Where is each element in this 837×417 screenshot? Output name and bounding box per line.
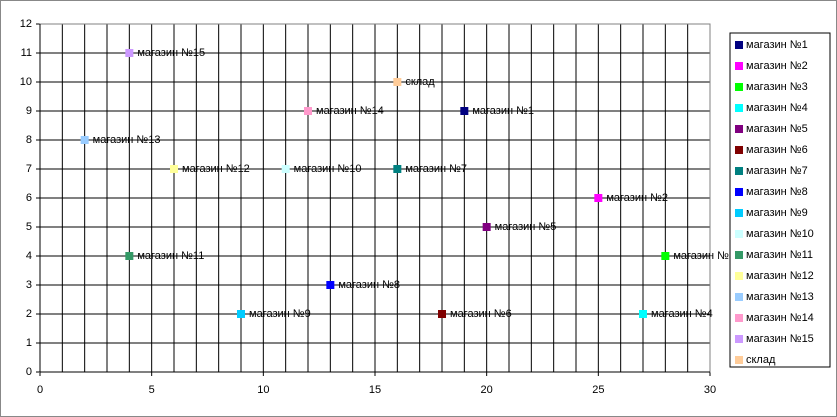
- legend-label: магазин №4: [746, 102, 808, 114]
- x-tick-label: 25: [592, 384, 604, 396]
- point: [80, 136, 89, 144]
- point: [639, 310, 647, 318]
- legend-swatch: [735, 272, 743, 280]
- legend-swatch: [735, 314, 743, 322]
- legend-swatch: [735, 83, 743, 91]
- data-label: магазин №13: [93, 134, 161, 146]
- legend-swatch: [735, 104, 743, 112]
- point: [661, 252, 670, 260]
- data-label: склад: [405, 76, 435, 88]
- y-tick-label: 12: [20, 18, 32, 30]
- point: [125, 49, 134, 57]
- point: [482, 223, 491, 231]
- legend-label: магазин №8: [746, 186, 808, 198]
- legend-label: магазин №7: [746, 165, 808, 177]
- y-tick-label: 3: [26, 279, 32, 291]
- legend-swatch: [735, 230, 743, 238]
- data-label: магазин №10: [294, 163, 362, 175]
- legend-label: магазин №6: [746, 144, 808, 156]
- point: [460, 107, 469, 115]
- data-label: магазин №9: [249, 308, 311, 320]
- legend-swatch: [735, 41, 743, 49]
- legend-swatch: [735, 335, 743, 343]
- data-label: магазин №2: [606, 192, 668, 204]
- data-label: магазин №12: [182, 163, 250, 175]
- point: [393, 78, 402, 86]
- point: [304, 107, 312, 115]
- point: [326, 281, 335, 289]
- data-label: магазин №8: [338, 279, 400, 291]
- data-label: магазин №4: [651, 308, 713, 320]
- x-tick-label: 10: [257, 384, 269, 396]
- y-tick-label: 4: [26, 250, 32, 262]
- y-tick-label: 5: [26, 221, 32, 233]
- legend-label: магазин №2: [746, 60, 808, 72]
- legend-label: магазин №10: [746, 228, 814, 240]
- point: [438, 310, 446, 318]
- x-tick-label: 30: [704, 384, 716, 396]
- legend-swatch: [735, 146, 743, 154]
- legend-swatch: [735, 209, 743, 217]
- data-label: магазин №7: [405, 163, 467, 175]
- y-tick-label: 1: [26, 337, 32, 349]
- legend-swatch: [735, 167, 743, 175]
- data-label: магазин №15: [137, 47, 205, 59]
- legend-swatch: [735, 62, 743, 70]
- x-tick-label: 20: [481, 384, 493, 396]
- y-tick-label: 10: [20, 76, 32, 88]
- legend-label: магазин №11: [746, 249, 813, 261]
- legend-swatch: [735, 293, 743, 301]
- y-tick-label: 8: [26, 134, 32, 146]
- legend-swatch: [735, 251, 743, 259]
- data-label: магазин №6: [450, 308, 512, 320]
- data-label: магазин №1: [472, 105, 534, 117]
- legend-label: магазин №1: [746, 39, 808, 51]
- point: [393, 165, 402, 173]
- point: [281, 165, 290, 173]
- legend-swatch: [735, 356, 743, 364]
- legend-box: [729, 32, 831, 368]
- data-label: магазин №11: [137, 250, 204, 262]
- y-tick-label: 6: [26, 192, 32, 204]
- legend-swatch: [735, 188, 743, 196]
- point: [170, 165, 178, 173]
- y-tick-label: 9: [26, 105, 32, 117]
- legend-label: магазин №3: [746, 81, 808, 93]
- point: [594, 194, 603, 202]
- legend-label: магазин №5: [746, 123, 808, 135]
- y-tick-label: 11: [21, 47, 32, 59]
- data-label: магазин №14: [316, 105, 384, 117]
- legend-swatch: [735, 125, 743, 133]
- data-label: магазин №5: [495, 221, 557, 233]
- y-tick-label: 0: [26, 366, 32, 378]
- y-tick-label: 2: [26, 308, 32, 320]
- legend-label: магазин №15: [746, 333, 814, 345]
- point: [237, 310, 245, 318]
- legend-label: магазин №13: [746, 291, 814, 303]
- legend-label: склад: [746, 354, 776, 366]
- data-label: магазин №3: [673, 250, 735, 262]
- y-tick-label: 7: [26, 163, 32, 175]
- legend-label: магазин №9: [746, 207, 808, 219]
- x-tick-label: 15: [369, 384, 381, 396]
- point: [125, 252, 134, 260]
- x-tick-label: 0: [37, 384, 43, 396]
- x-tick-label: 5: [149, 384, 155, 396]
- legend-label: магазин №14: [746, 312, 814, 324]
- legend-label: магазин №12: [746, 270, 814, 282]
